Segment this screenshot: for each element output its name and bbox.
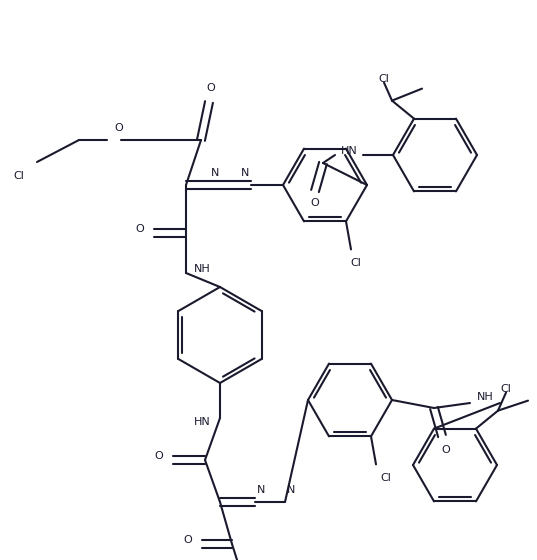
Text: O: O [155, 451, 163, 461]
Text: Cl: Cl [13, 171, 25, 181]
Text: N: N [287, 485, 295, 495]
Text: N: N [241, 168, 249, 178]
Text: O: O [310, 198, 320, 208]
Text: O: O [136, 224, 144, 234]
Text: NH: NH [194, 264, 211, 274]
Text: HN: HN [340, 146, 358, 156]
Text: N: N [211, 168, 219, 178]
Text: NH: NH [477, 392, 494, 402]
Text: O: O [184, 535, 192, 545]
Text: N: N [257, 485, 265, 495]
Text: O: O [207, 83, 215, 93]
Text: Cl: Cl [381, 473, 391, 483]
Text: O: O [441, 445, 451, 455]
Text: HN: HN [194, 417, 211, 427]
Text: O: O [114, 123, 124, 133]
Text: Cl: Cl [500, 384, 511, 394]
Text: Cl: Cl [379, 73, 389, 83]
Text: Cl: Cl [351, 258, 361, 268]
